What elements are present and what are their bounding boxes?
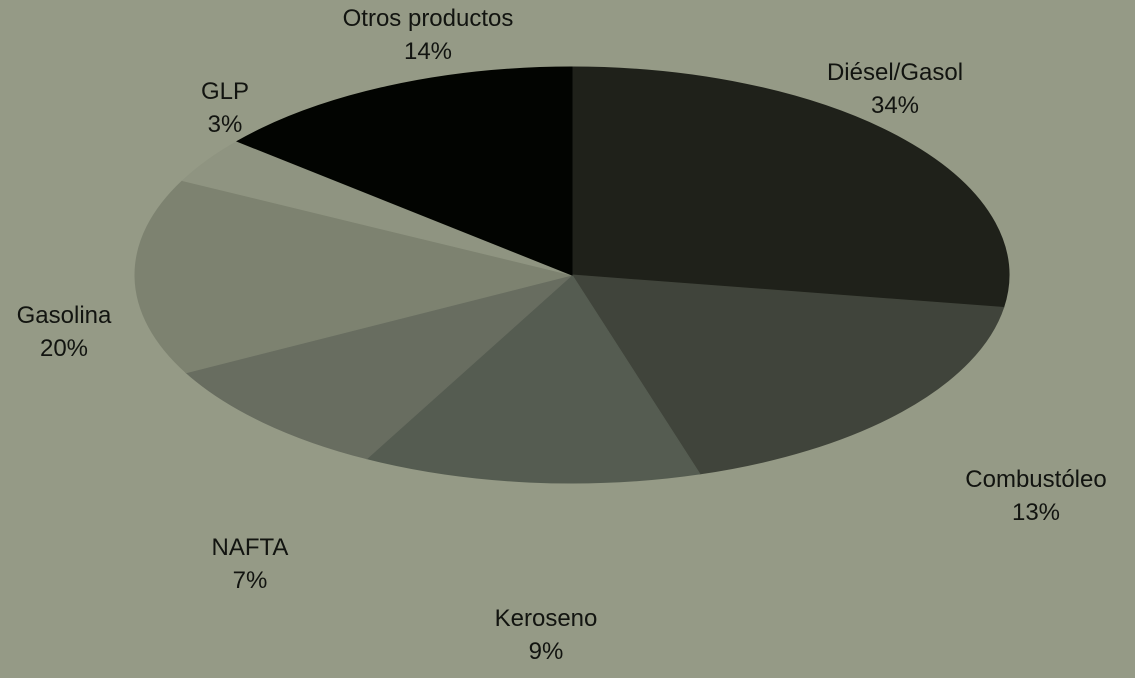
slice-label: Diésel/Gasol — [827, 59, 963, 86]
slices-layer — [134, 66, 1010, 484]
slice-label: Combustóleo — [965, 466, 1106, 493]
slice-label: Gasolina — [17, 302, 112, 329]
slice-value-label: 14% — [404, 38, 452, 65]
slice-value-label: 3% — [208, 111, 243, 138]
pie-slice-gasolina — [134, 180, 573, 374]
pie-slice-nafta — [185, 274, 573, 460]
slice-label: GLP — [201, 78, 249, 105]
slice-label: Otros productos — [343, 5, 514, 32]
labels-layer: Diésel/Gasol 34% Combustóleo 13% Keroseno 9% N… — [17, 5, 1107, 665]
pie-slice-diésel-gasol — [571, 66, 1010, 309]
slice-value-label: 7% — [233, 567, 268, 594]
slice-value-label: 13% — [1012, 499, 1060, 526]
pie-slice-keroseno — [365, 274, 701, 484]
slice-label: Keroseno — [495, 605, 598, 632]
slice-value-label: 9% — [529, 638, 564, 665]
slice-value-label: 34% — [871, 92, 919, 119]
slice-value-label: 20% — [40, 335, 88, 362]
pie-slice-combustóleo — [571, 274, 1005, 475]
slice-label: NAFTA — [212, 534, 289, 561]
pie-slice-otros-productos — [236, 66, 573, 276]
